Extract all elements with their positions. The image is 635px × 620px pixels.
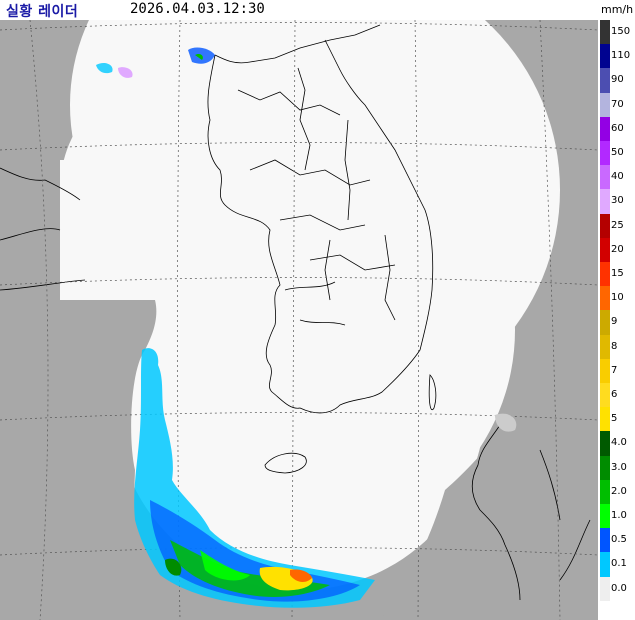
legend-swatch	[600, 44, 610, 69]
legend-swatch	[600, 479, 610, 504]
legend-swatch	[600, 262, 610, 287]
page-title: 실황 레이더	[6, 4, 79, 20]
legend-swatch	[600, 552, 610, 577]
legend-swatch	[600, 237, 610, 262]
legend-label: 5	[611, 413, 618, 425]
legend-label: 90	[611, 74, 624, 86]
legend-label: 15	[611, 268, 624, 279]
legend-label: 10	[611, 292, 624, 304]
precipitation-legend: 150 110 90 70 60 50 40 30 25 20 15 10 9 8 7 6 5 4.0 3.0 2.0…	[598, 20, 635, 620]
legend-swatch	[600, 189, 610, 214]
legend-label: 6	[611, 389, 618, 400]
legend-swatch	[600, 116, 610, 141]
legend-swatch	[600, 310, 610, 335]
legend-swatch	[600, 455, 610, 480]
legend-swatch	[600, 68, 610, 93]
legend-label: 30	[611, 195, 624, 207]
legend-swatch	[600, 213, 610, 238]
legend-label: 1.0	[611, 510, 627, 521]
legend-label: 2.0	[611, 485, 627, 497]
radar-coverage-area	[60, 20, 560, 590]
legend-label: 4.0	[611, 437, 627, 449]
legend-swatch	[600, 407, 610, 432]
header-bar: 실황 레이더 2026.04.03.12:30 mm/h	[0, 0, 635, 20]
legend-label: 0.0	[611, 582, 627, 594]
observation-timestamp: 2026.04.03.12:30	[130, 1, 265, 17]
legend-swatch	[600, 334, 610, 359]
legend-label: 40	[611, 171, 624, 183]
legend-label: 50	[611, 147, 624, 158]
legend-swatch	[600, 383, 610, 408]
legend-label: 9	[611, 316, 618, 328]
legend-label: 150	[611, 26, 631, 37]
legend-swatch	[600, 358, 610, 383]
legend-label: 8	[611, 340, 618, 352]
legend-swatch	[600, 141, 610, 166]
legend-swatch	[600, 504, 610, 529]
precipitation-echoes	[96, 47, 517, 608]
legend-swatch	[600, 165, 610, 190]
legend-swatch	[600, 576, 610, 601]
legend-label: 70	[611, 98, 624, 110]
legend-swatch	[600, 431, 610, 456]
legend-label: 7	[611, 364, 618, 376]
coastlines	[0, 24, 591, 601]
legend-label: 20	[611, 243, 624, 255]
legend-label: 3.0	[611, 461, 627, 473]
radar-map[interactable]	[0, 20, 598, 620]
coverage-gap-southeast	[380, 280, 598, 620]
legend-swatch	[600, 92, 610, 117]
legend-swatch	[600, 286, 610, 311]
legend-label: 0.5	[611, 534, 627, 546]
legend-label: 25	[611, 219, 624, 231]
legend-label: 0.1	[611, 558, 627, 570]
legend-label: 110	[611, 50, 631, 62]
legend-swatch	[600, 528, 610, 553]
legend-unit-label: mm/h	[601, 3, 634, 16]
legend-label: 60	[611, 122, 624, 134]
legend-swatch	[600, 20, 610, 45]
coverage-gap-west	[0, 300, 157, 620]
